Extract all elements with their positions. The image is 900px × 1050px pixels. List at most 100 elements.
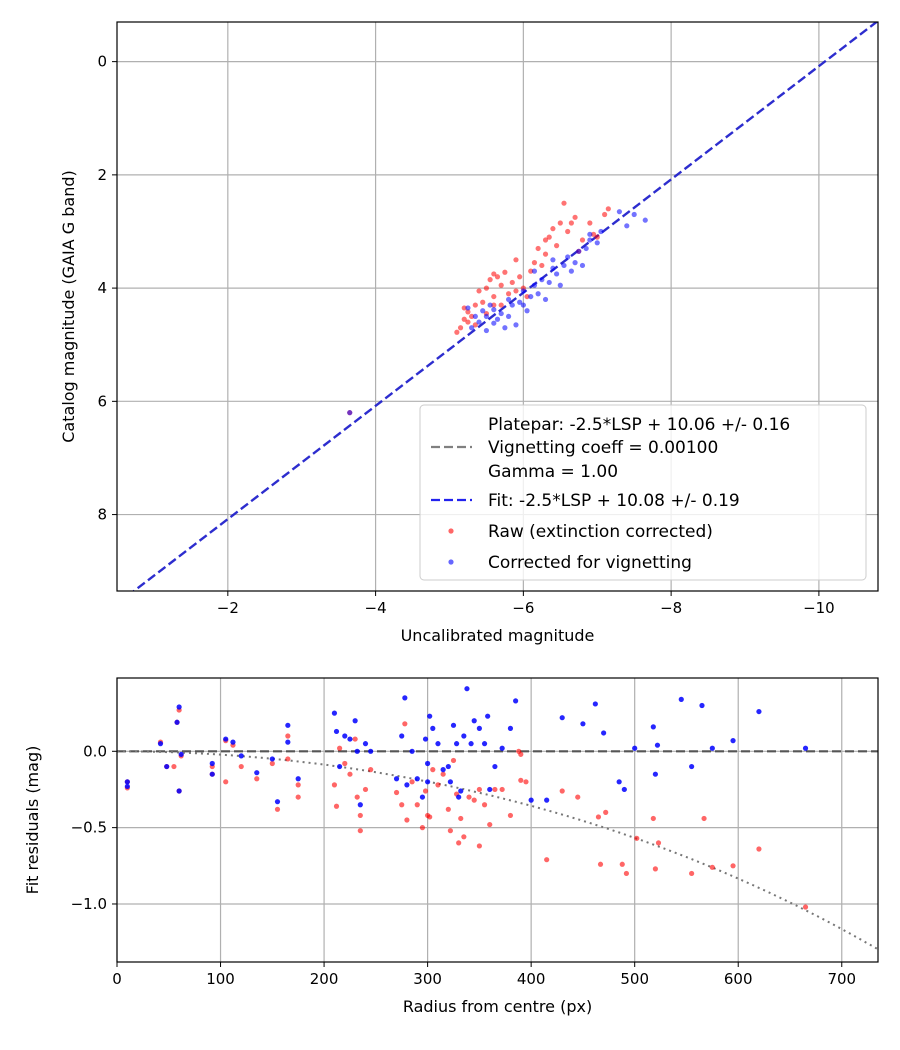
raw-point — [476, 288, 482, 294]
raw-residual-point — [295, 794, 301, 800]
raw-point — [539, 262, 545, 269]
raw-residual-point — [333, 803, 340, 809]
corrected-residual-point — [422, 736, 429, 742]
raw-point — [605, 206, 611, 212]
corrected-point — [568, 268, 574, 274]
raw-residual-point — [447, 828, 453, 834]
raw-point — [565, 228, 571, 235]
corrected-residual-point — [368, 748, 374, 754]
raw-point — [535, 245, 541, 252]
corrected-residual-point — [347, 736, 353, 742]
corrected-residual-point — [464, 686, 470, 692]
raw-residual-point — [516, 748, 522, 754]
corrected-point — [546, 279, 552, 286]
corrected-residual-point — [285, 739, 291, 745]
corrected-residual-point — [492, 763, 498, 770]
corrected-residual-point — [331, 710, 338, 716]
top-y-tick-label: 8 — [97, 506, 107, 524]
corrected-point — [535, 291, 541, 297]
raw-residual-point — [435, 782, 441, 788]
corrected-point — [583, 245, 589, 252]
corrected-point — [347, 410, 353, 416]
raw-residual-point — [481, 802, 488, 808]
corrected-residual-point — [559, 715, 565, 721]
top-y-tick-label: 6 — [97, 392, 107, 410]
raw-residual-point — [427, 814, 433, 820]
raw-residual-point — [404, 817, 410, 823]
corrected-residual-point — [269, 756, 275, 762]
calibration-plot-frame — [116, 21, 879, 592]
corrected-point — [480, 308, 486, 314]
calibration-x-axis-label: Uncalibrated magnitude — [401, 626, 595, 645]
corrected-residual-point — [499, 745, 505, 751]
legend-dot-swatch — [448, 559, 454, 565]
calibration-fit-line — [132, 22, 878, 591]
vignetting-curve — [117, 750, 878, 951]
corrected-residual-point — [689, 763, 695, 770]
corrected-point — [494, 316, 501, 322]
raw-residual-point — [342, 760, 348, 767]
corrected-residual-point — [447, 779, 453, 785]
raw-point — [454, 329, 460, 335]
raw-point — [483, 285, 490, 291]
raw-point — [528, 268, 534, 274]
raw-point — [550, 226, 556, 232]
raw-point — [487, 277, 493, 283]
raw-residual-point — [450, 757, 457, 764]
corrected-residual-point — [481, 741, 488, 747]
raw-point — [469, 313, 475, 320]
raw-point — [594, 234, 600, 240]
corrected-point — [631, 211, 637, 218]
corrected-residual-point — [454, 741, 460, 747]
corrected-residual-point — [435, 741, 441, 747]
corrected-residual-point — [124, 783, 130, 790]
raw-residual-point — [254, 776, 260, 782]
corrected-residual-point — [409, 748, 415, 754]
corrected-residual-point — [342, 733, 348, 739]
raw-point — [472, 302, 478, 308]
corrected-point — [520, 288, 526, 294]
raw-point — [491, 293, 497, 300]
raw-point — [491, 302, 497, 308]
bot-x-tick-label: 500 — [620, 970, 649, 988]
corrected-residual-point — [176, 788, 182, 794]
corrected-residual-point — [456, 794, 462, 800]
raw-residual-point — [402, 721, 408, 727]
corrected-residual-point — [427, 713, 433, 719]
corrected-point — [498, 310, 504, 317]
corrected-residual-point — [632, 745, 638, 751]
bot-x-tick-label: 400 — [517, 970, 546, 988]
raw-point — [465, 319, 471, 325]
corrected-residual-point — [209, 760, 215, 767]
corrected-point — [472, 313, 478, 320]
raw-residual-point — [393, 789, 400, 796]
raw-residual-point — [399, 802, 405, 808]
raw-residual-point — [422, 788, 429, 794]
corrected-point — [539, 277, 545, 283]
corrected-residual-point — [223, 736, 229, 742]
raw-residual-point — [802, 904, 809, 910]
raw-point — [602, 211, 608, 218]
raw-point — [502, 269, 508, 275]
raw-residual-point — [523, 779, 529, 785]
raw-residual-point — [357, 812, 363, 819]
corrected-residual-point — [352, 718, 358, 724]
legend-entry: Vignetting coeff = 0.00100 — [488, 438, 718, 458]
raw-residual-point — [352, 736, 358, 742]
raw-residual-point — [499, 786, 505, 793]
corrected-residual-point — [230, 739, 236, 745]
raw-point — [472, 322, 478, 328]
raw-residual-point — [466, 794, 472, 800]
raw-residual-point — [756, 846, 762, 852]
raw-residual-point — [269, 760, 275, 767]
corrected-point — [487, 302, 493, 308]
raw-residual-point — [701, 815, 707, 822]
corrected-residual-point — [461, 733, 467, 739]
raw-residual-point — [597, 861, 604, 867]
raw-point — [457, 325, 464, 331]
raw-residual-point — [603, 809, 609, 815]
raw-point — [461, 305, 467, 311]
corrected-residual-point — [164, 763, 170, 770]
legend-box — [419, 404, 867, 581]
